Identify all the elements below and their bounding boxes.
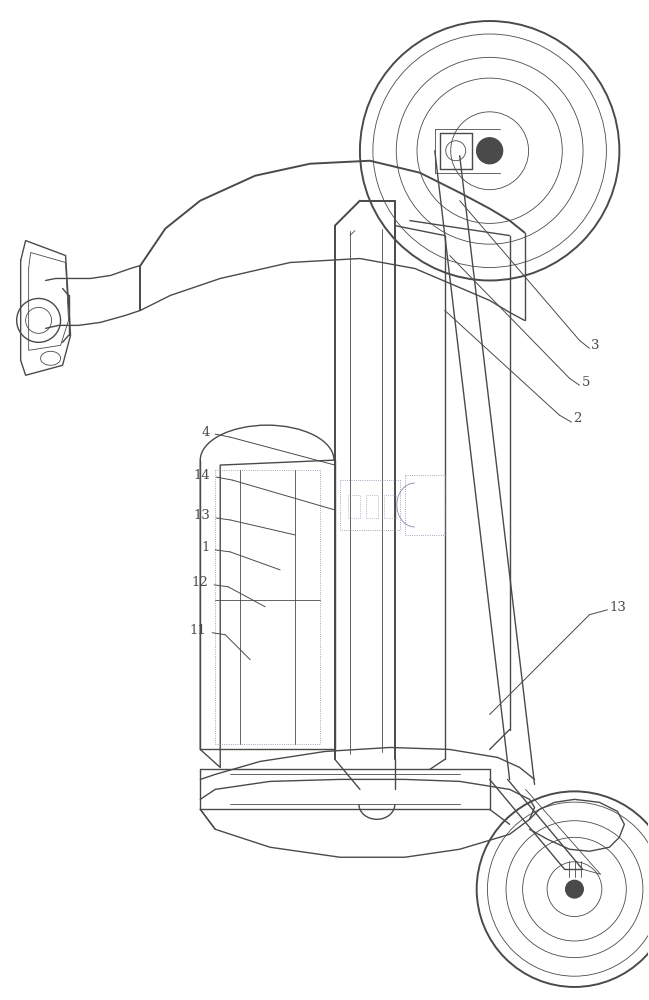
Text: 5: 5 xyxy=(582,376,590,389)
Text: 14: 14 xyxy=(193,469,210,482)
Circle shape xyxy=(476,138,502,164)
Text: 11: 11 xyxy=(190,624,206,637)
Text: 3: 3 xyxy=(591,339,600,352)
Text: 2: 2 xyxy=(574,412,582,425)
Text: 13: 13 xyxy=(609,601,626,614)
Text: 4: 4 xyxy=(202,426,210,439)
Text: 1: 1 xyxy=(202,541,210,554)
Circle shape xyxy=(566,880,583,898)
Text: 13: 13 xyxy=(193,509,210,522)
Text: 12: 12 xyxy=(191,576,208,589)
